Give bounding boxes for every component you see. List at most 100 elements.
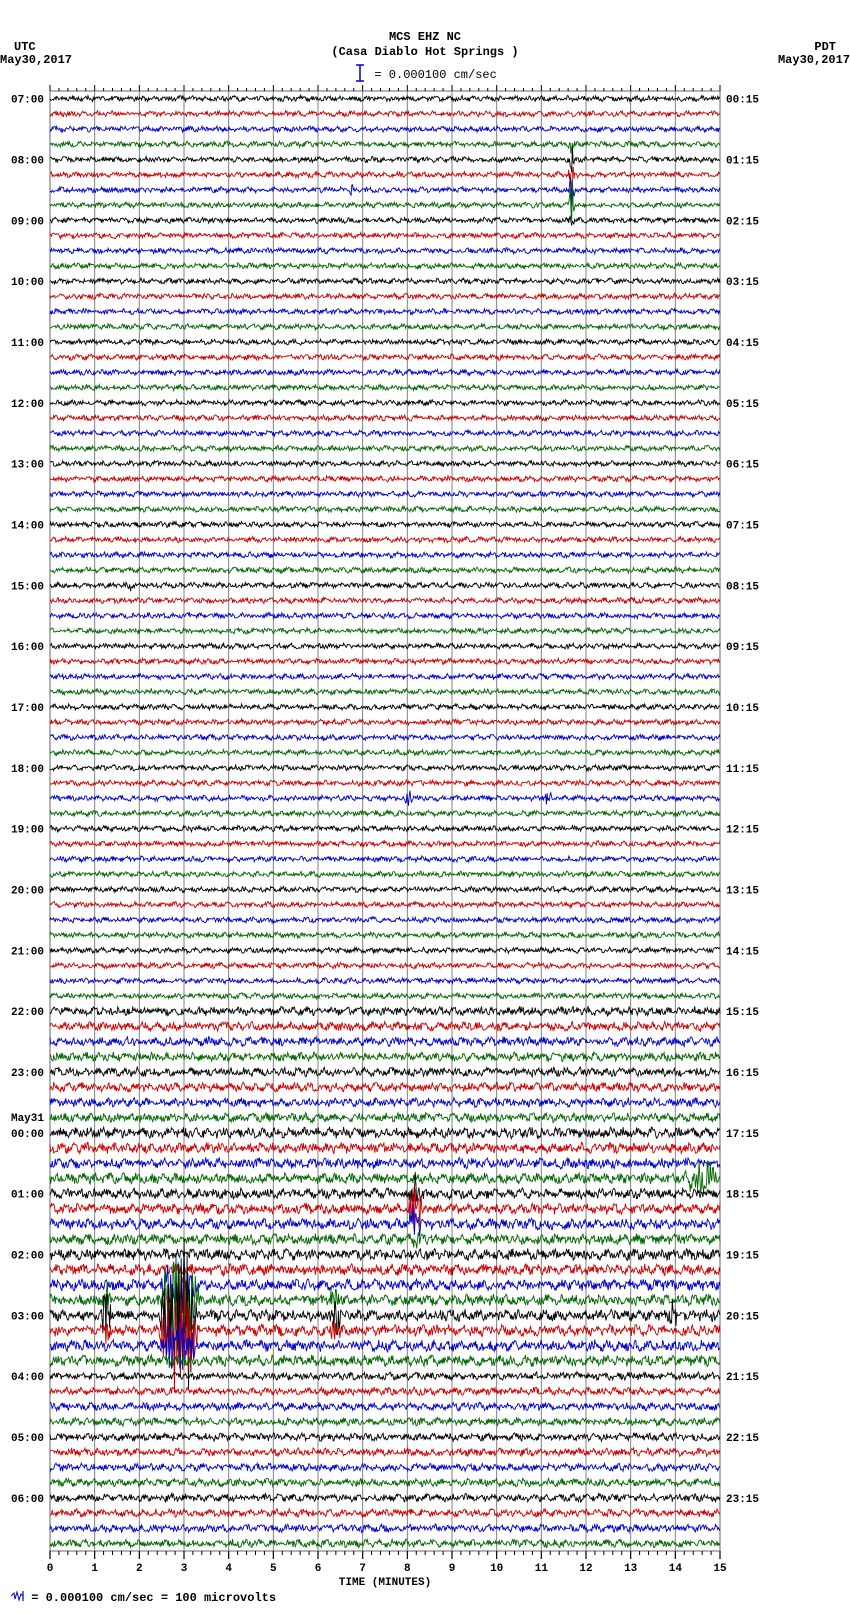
trace-27: [50, 506, 720, 512]
trace-45: [50, 780, 720, 786]
trace-29: [50, 537, 720, 543]
utc-label: 01:00: [11, 1190, 44, 1202]
pdt-label: 14:15: [726, 946, 759, 958]
trace-61: [50, 1021, 720, 1031]
trace-75: [50, 1233, 720, 1249]
trace-53: [50, 902, 720, 908]
trace-70: [50, 1157, 720, 1169]
trace-49: [50, 841, 720, 847]
utc-label: 02:00: [11, 1250, 44, 1262]
utc-label: 12:00: [11, 399, 44, 411]
utc-label: 16:00: [11, 642, 44, 654]
trace-44: [50, 765, 720, 771]
x-axis-title: TIME (MINUTES): [339, 1577, 431, 1589]
station-name: (Casa Diablo Hot Springs ): [0, 45, 850, 59]
trace-25: [50, 476, 720, 482]
trace-31: [50, 567, 720, 573]
seismogram-plot: 07:0008:0009:0010:0011:0012:0013:0014:00…: [0, 85, 800, 1615]
trace-93: [50, 1509, 720, 1518]
trace-0: [50, 96, 720, 102]
pdt-label: 05:15: [726, 399, 759, 411]
trace-43: [50, 750, 720, 756]
trace-40: [50, 704, 720, 710]
trace-6: [50, 177, 720, 206]
trace-58: [50, 978, 720, 984]
x-tick-label: 6: [315, 1563, 322, 1575]
station-line: MCS EHZ NC: [0, 30, 850, 44]
trace-68: [50, 1127, 720, 1139]
utc-label: 23:00: [11, 1068, 44, 1080]
utc-label: 11:00: [11, 338, 44, 350]
utc-label: 19:00: [11, 825, 44, 837]
trace-3: [50, 141, 720, 153]
footer-scale-text: = 0.000100 cm/sec = 100 microvolts: [31, 1591, 276, 1605]
trace-85: [50, 1387, 720, 1396]
trace-17: [50, 354, 720, 360]
pdt-label: 03:15: [726, 277, 759, 289]
trace-52: [50, 886, 720, 892]
trace-11: [50, 263, 720, 269]
trace-95: [50, 1539, 720, 1548]
utc-label: 13:00: [11, 460, 44, 472]
pdt-label: 07:15: [726, 520, 759, 532]
seismogram-page: MCS EHZ NC (Casa Diablo Hot Springs ) = …: [0, 0, 850, 1613]
trace-15: [50, 324, 720, 330]
pdt-label: 00:15: [726, 95, 759, 107]
pdt-label: 23:15: [726, 1494, 759, 1506]
trace-92: [50, 1494, 720, 1503]
utc-label: 17:00: [11, 703, 44, 715]
pdt-label: 20:15: [726, 1311, 759, 1323]
trace-9: [50, 233, 720, 239]
trace-13: [50, 293, 720, 299]
x-tick-label: 5: [270, 1563, 277, 1575]
trace-32: [50, 582, 720, 591]
utc-label: 15:00: [11, 581, 44, 593]
trace-34: [50, 613, 720, 619]
trace-64: [50, 1067, 720, 1077]
x-tick-label: 7: [359, 1563, 366, 1575]
trace-69: [50, 1142, 720, 1154]
pdt-label: 11:15: [726, 764, 759, 776]
pdt-label: 15:15: [726, 1007, 759, 1019]
trace-71: [50, 1161, 720, 1194]
utc-label: 09:00: [11, 216, 44, 228]
trace-78: [50, 1254, 720, 1313]
trace-65: [50, 1082, 720, 1092]
pdt-label: 06:15: [726, 460, 759, 472]
trace-89: [50, 1448, 720, 1457]
trace-1: [50, 111, 720, 117]
trace-38: [50, 674, 720, 680]
pdt-label: 02:15: [726, 216, 759, 228]
utc-label: 03:00: [11, 1311, 44, 1323]
trace-50: [50, 856, 720, 862]
pdt-label: 19:15: [726, 1250, 759, 1262]
trace-83: [50, 1355, 720, 1367]
trace-86: [50, 1402, 720, 1411]
utc-label: 04:00: [11, 1372, 44, 1384]
trace-20: [50, 400, 720, 406]
trace-47: [50, 810, 720, 816]
trace-41: [50, 719, 720, 725]
utc-label: 14:00: [11, 520, 44, 532]
trace-7: [50, 180, 720, 221]
trace-90: [50, 1463, 720, 1471]
trace-37: [50, 658, 720, 664]
trace-63: [50, 1052, 720, 1062]
trace-66: [50, 1098, 720, 1108]
pdt-label: 18:15: [726, 1190, 759, 1202]
tz-right: PDT: [814, 40, 836, 54]
trace-24: [50, 461, 720, 467]
x-tick-label: 9: [449, 1563, 456, 1575]
utc-label: 05:00: [11, 1433, 44, 1445]
utc-label: 20:00: [11, 885, 44, 897]
pdt-label: 17:15: [726, 1129, 759, 1141]
date-right: May30,2017: [778, 53, 850, 67]
trace-12: [50, 278, 720, 284]
trace-91: [50, 1478, 720, 1486]
day-break-label: May31: [11, 1113, 44, 1125]
trace-21: [50, 415, 720, 421]
trace-56: [50, 947, 720, 953]
calibration-label: = 0.000100 cm/sec: [0, 64, 850, 86]
pdt-label: 16:15: [726, 1068, 759, 1080]
utc-label: 08:00: [11, 155, 44, 167]
